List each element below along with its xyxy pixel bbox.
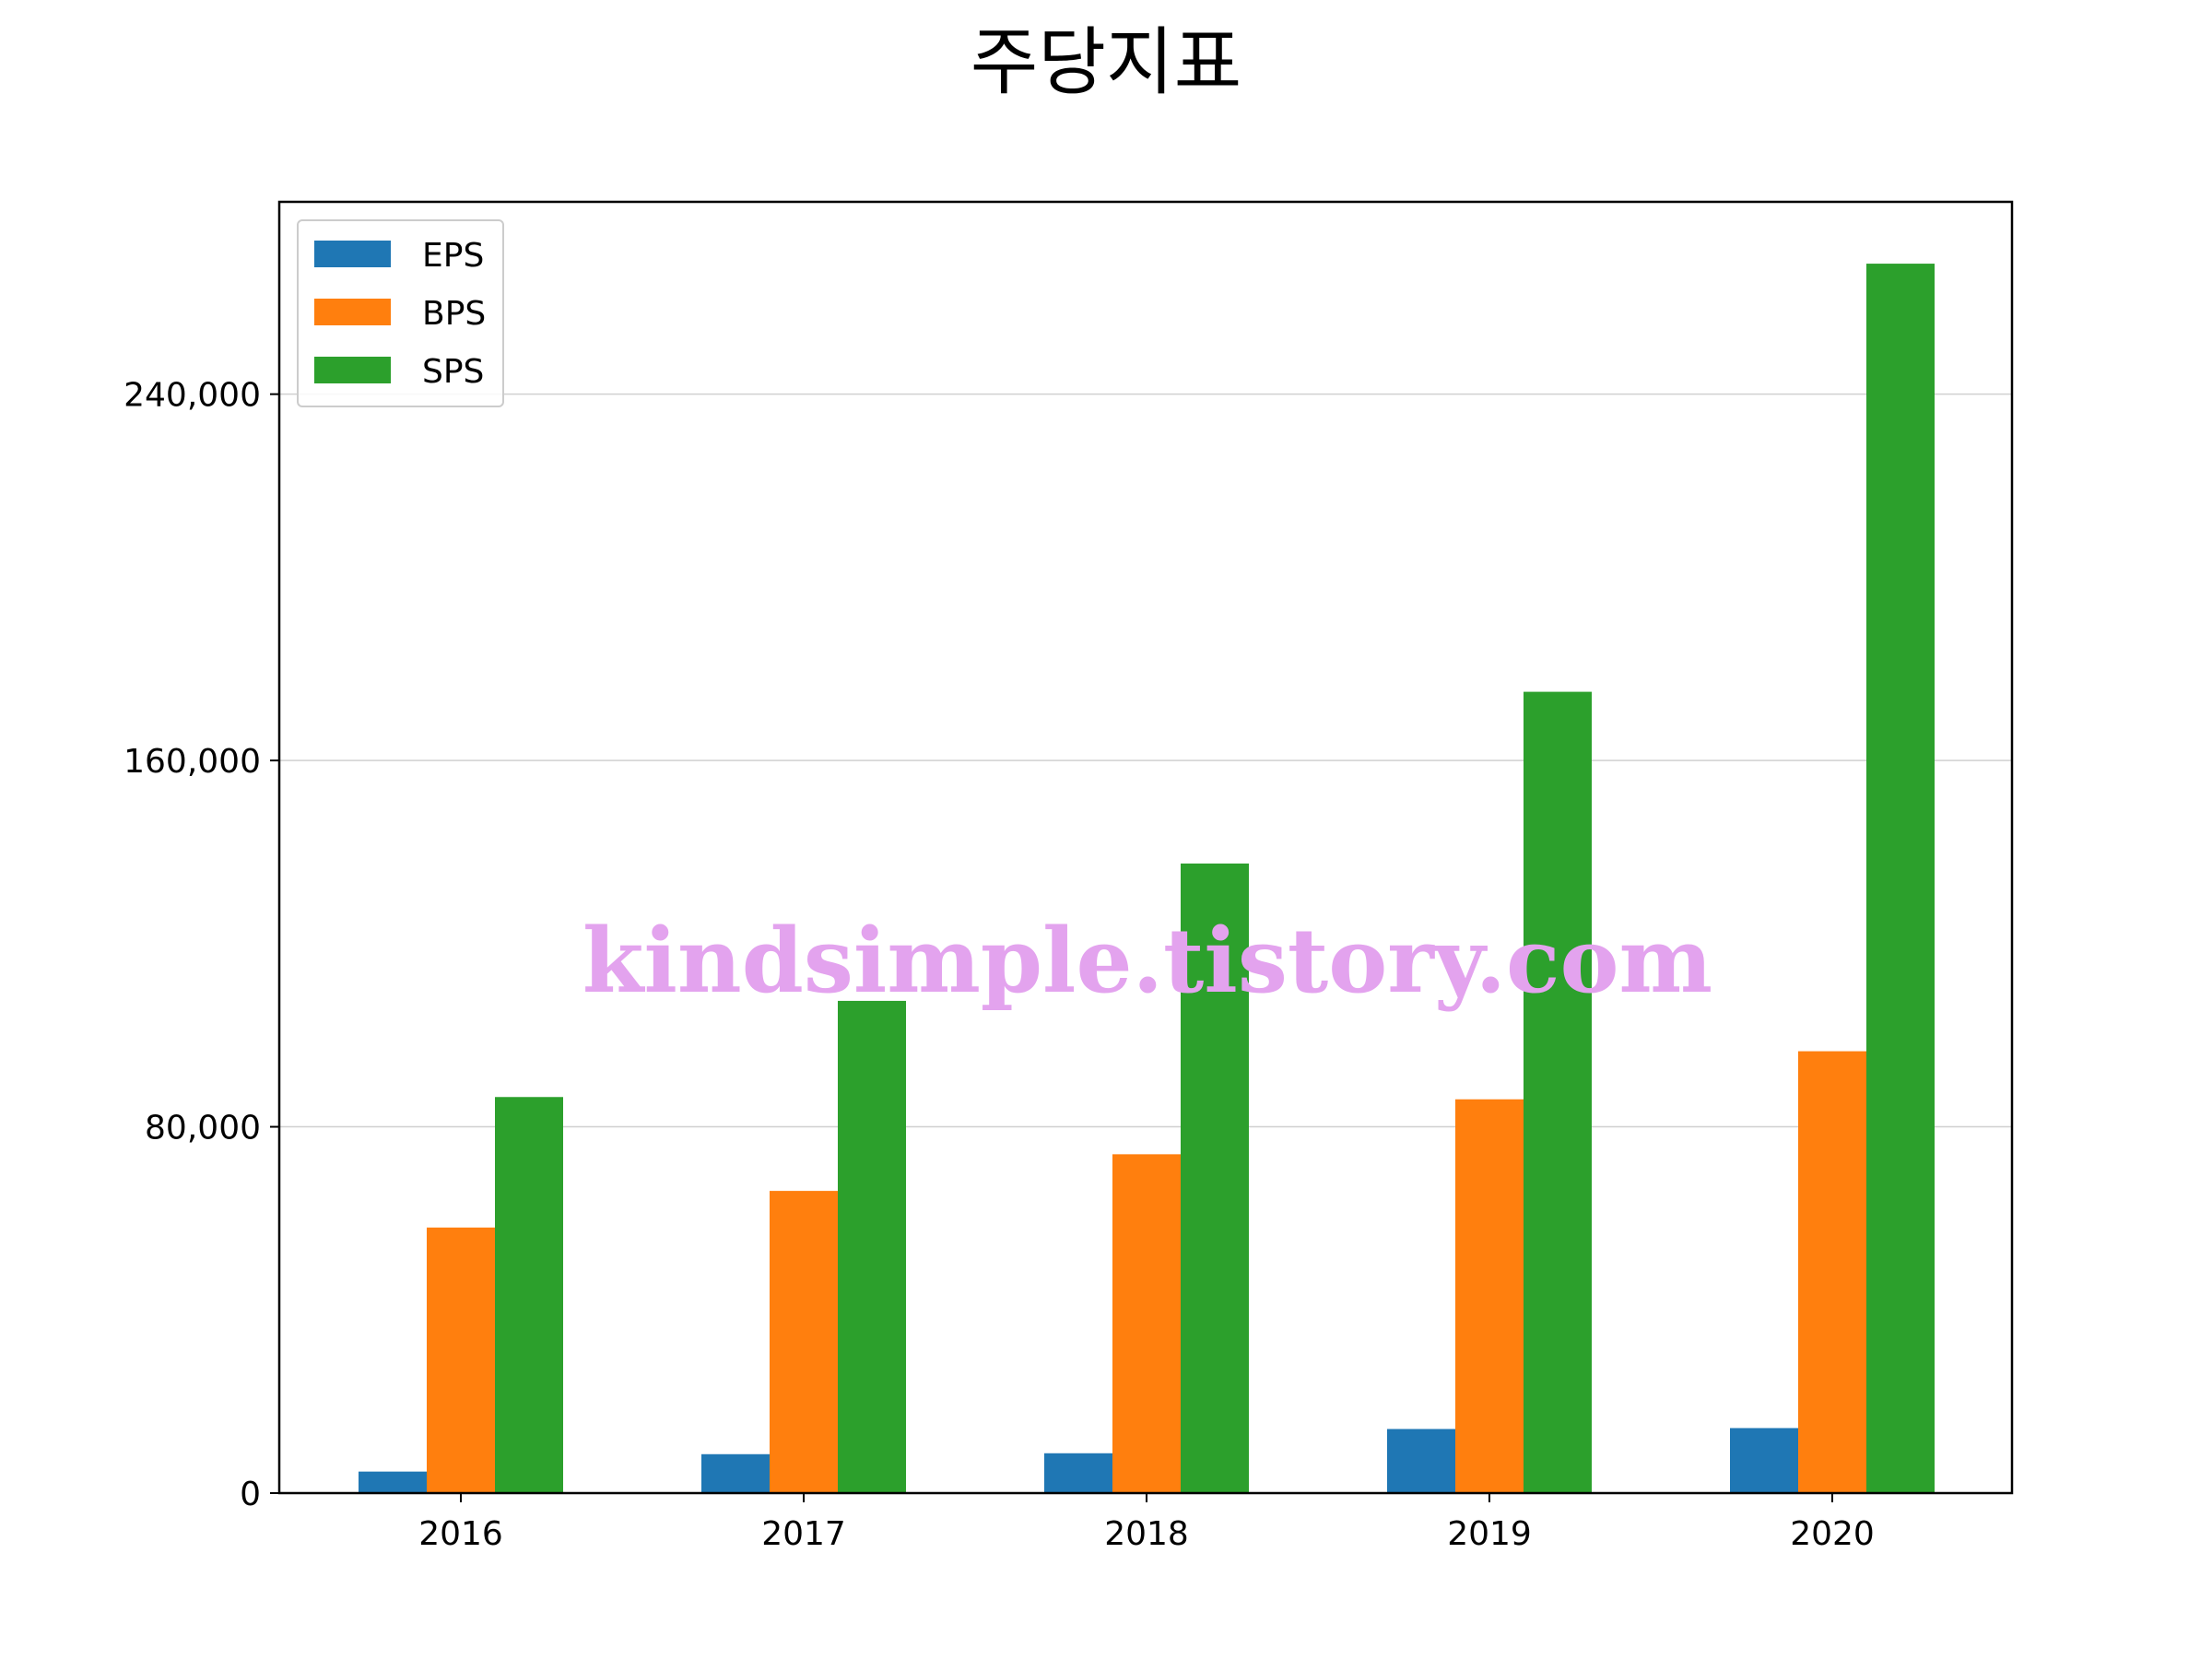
chart-title: 주당지표	[971, 19, 1241, 105]
bar-eps-2016	[359, 1471, 427, 1493]
bar-sps-2018	[1181, 863, 1249, 1493]
bar-eps-2019	[1387, 1429, 1455, 1493]
bars	[359, 264, 1935, 1494]
y-axis: 0 80,000 160,000 240,000	[124, 377, 279, 1513]
grid-lines	[279, 393, 2012, 1128]
legend-label-sps: SPS	[422, 353, 484, 391]
y-tick-label: 80,000	[145, 1110, 261, 1147]
legend-swatch-eps	[314, 241, 391, 267]
bar-eps-2020	[1730, 1428, 1798, 1493]
legend-swatch-bps	[314, 299, 391, 325]
x-tick-label: 2019	[1447, 1515, 1532, 1553]
legend-label-eps: EPS	[422, 237, 484, 275]
legend-label-bps: BPS	[422, 295, 486, 333]
bar-sps-2020	[1866, 264, 1935, 1494]
x-tick-label: 2020	[1790, 1515, 1875, 1553]
bar-eps-2017	[701, 1453, 770, 1493]
y-tick-label: 240,000	[124, 377, 261, 415]
y-tick-label: 160,000	[124, 743, 261, 781]
bar-bps-2019	[1455, 1099, 1524, 1493]
bar-bps-2018	[1112, 1154, 1181, 1493]
bar-sps-2016	[495, 1097, 563, 1493]
bar-bps-2017	[770, 1191, 838, 1493]
bar-bps-2016	[427, 1227, 495, 1493]
legend-swatch-sps	[314, 357, 391, 383]
x-tick-label: 2018	[1104, 1515, 1189, 1553]
x-axis: 2016 2017 2018 2019 2020	[418, 1493, 1875, 1553]
bar-sps-2019	[1524, 691, 1592, 1493]
legend: EPS BPS SPS	[297, 219, 504, 407]
watermark: kindsimple.tistory.com	[582, 909, 1712, 1013]
bar-eps-2018	[1044, 1453, 1112, 1493]
bar-sps-2017	[838, 1000, 906, 1493]
bar-bps-2020	[1798, 1051, 1866, 1493]
x-tick-label: 2017	[761, 1515, 846, 1553]
y-tick-label: 0	[240, 1476, 261, 1513]
x-tick-label: 2016	[418, 1515, 503, 1553]
